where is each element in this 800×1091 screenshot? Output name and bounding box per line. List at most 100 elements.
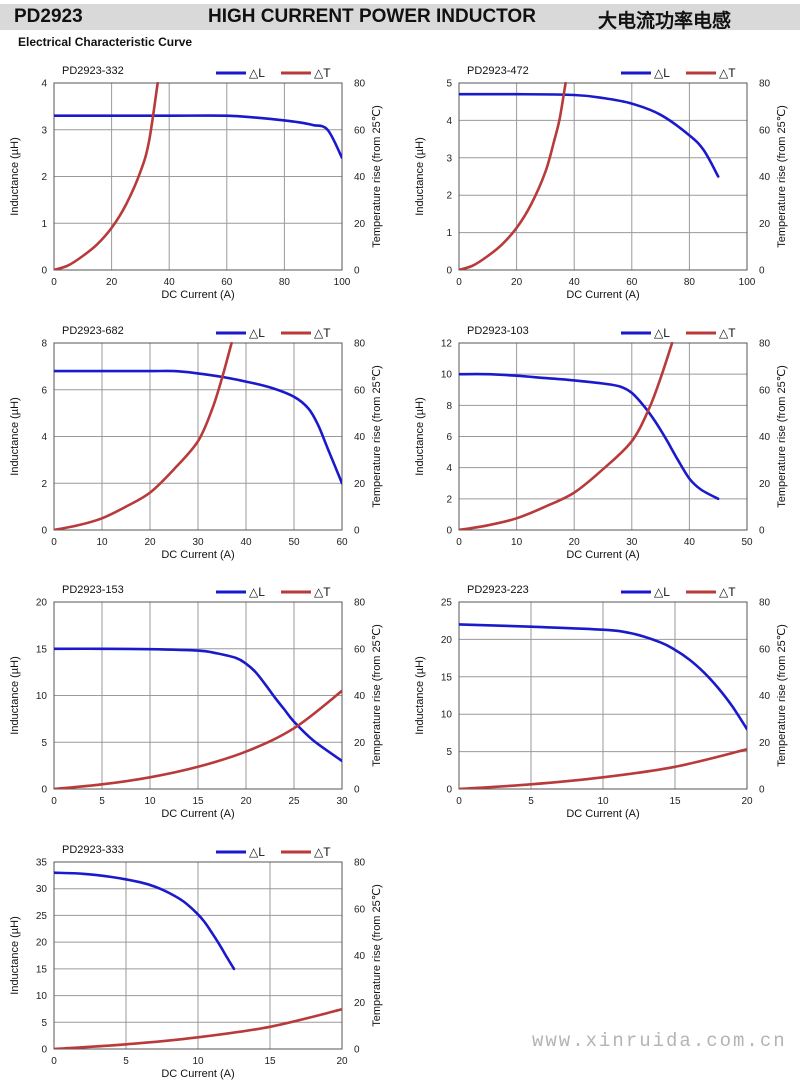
chart-pd2923-333: 0 5 10 15 20 0 5 10 15 20 25 30 35 0 20 40 60 80 DC Curren…	[9, 844, 383, 1080]
x-tick-label: 10	[511, 537, 523, 548]
y2-tick-label: 80	[354, 339, 366, 350]
legend-label: △T	[314, 66, 331, 80]
y2-tick-label: 0	[354, 1045, 360, 1056]
legend: △L △T	[216, 326, 331, 340]
part-number: PD2923	[14, 6, 83, 27]
series-line-temperature	[54, 1008, 342, 1049]
section-subtitle: Electrical Characteristic Curve	[18, 35, 193, 49]
x-axis-label: DC Current (A)	[566, 289, 639, 301]
y2-axis-label: Temperature rise (from 25℃)	[776, 105, 788, 248]
header-bar: PD2923 HIGH CURRENT POWER INDUCTOR 大电流功率…	[0, 4, 800, 32]
y2-tick-label: 60	[759, 385, 771, 396]
y-tick-label: 0	[41, 785, 47, 796]
y2-tick-label: 20	[354, 219, 366, 230]
y-axis-label: Inductance (µH)	[414, 656, 426, 734]
y-tick-label: 12	[441, 339, 453, 350]
y-tick-label: 15	[441, 672, 453, 683]
chart-title: PD2923-153	[62, 584, 124, 596]
x-tick-label: 15	[264, 1056, 276, 1067]
legend-label: △L	[249, 845, 265, 859]
y-tick-label: 1	[41, 219, 47, 230]
plot-frame	[53, 601, 343, 790]
y2-tick-label: 60	[759, 125, 771, 136]
x-tick-label: 0	[51, 1056, 57, 1067]
y-tick-label: 10	[441, 710, 453, 721]
y-tick-label: 25	[36, 911, 48, 922]
y-tick-label: 15	[36, 644, 48, 655]
legend-label: △L	[654, 585, 670, 599]
x-tick-label: 15	[192, 796, 204, 807]
x-tick-label: 0	[51, 537, 57, 548]
x-tick-label: 5	[99, 796, 105, 807]
series-line-inductance	[54, 871, 236, 971]
y2-tick-label: 0	[354, 785, 360, 796]
y2-tick-label: 40	[759, 172, 771, 183]
x-tick-label: 0	[456, 537, 462, 548]
legend-label: △T	[314, 326, 331, 340]
y2-tick-label: 80	[354, 598, 366, 609]
y2-tick-label: 40	[354, 951, 366, 962]
y-tick-label: 1	[446, 228, 452, 239]
chart-title: PD2923-333	[62, 844, 124, 856]
legend-label: △L	[654, 66, 670, 80]
series-line-inductance	[54, 369, 342, 485]
x-axis-label: DC Current (A)	[161, 289, 234, 301]
legend-label: △T	[719, 326, 736, 340]
y-tick-label: 0	[41, 526, 47, 537]
x-tick-label: 60	[336, 537, 348, 548]
x-tick-label: 40	[164, 277, 176, 288]
plot-frame	[53, 342, 343, 531]
y-tick-label: 30	[36, 884, 48, 895]
y2-tick-label: 60	[354, 125, 366, 136]
x-tick-label: 15	[669, 796, 681, 807]
chart-title: PD2923-332	[62, 65, 124, 77]
chart-title: PD2923-223	[467, 584, 529, 596]
x-tick-label: 30	[626, 537, 638, 548]
y-tick-label: 25	[441, 598, 453, 609]
y-axis-label: Inductance (µH)	[414, 137, 426, 215]
y-tick-label: 10	[441, 370, 453, 381]
legend-label: △T	[314, 845, 331, 859]
y-tick-label: 2	[41, 479, 47, 490]
y-tick-label: 20	[36, 598, 48, 609]
y2-tick-label: 60	[759, 644, 771, 655]
series-line-temperature	[54, 342, 233, 530]
y2-tick-label: 0	[759, 785, 765, 796]
y2-tick-label: 60	[354, 904, 366, 915]
x-tick-label: 60	[626, 277, 638, 288]
plot-frame	[458, 342, 748, 531]
y-axis-label: Inductance (µH)	[9, 916, 21, 994]
x-tick-label: 20	[144, 537, 156, 548]
y-tick-label: 10	[36, 991, 48, 1002]
series-line-temperature	[54, 82, 159, 270]
y2-tick-label: 80	[759, 339, 771, 350]
x-tick-label: 20	[240, 796, 252, 807]
y2-axis-label: Temperature rise (from 25℃)	[371, 624, 383, 767]
x-tick-label: 20	[569, 537, 581, 548]
series-line-inductance	[459, 623, 747, 731]
y2-tick-label: 20	[354, 738, 366, 749]
gridlines	[53, 601, 343, 790]
y-tick-label: 10	[36, 691, 48, 702]
y2-tick-label: 40	[759, 432, 771, 443]
x-tick-label: 10	[597, 796, 609, 807]
x-tick-label: 40	[569, 277, 581, 288]
y-tick-label: 20	[36, 938, 48, 949]
plot-frame	[458, 82, 748, 271]
product-title-cn: 大电流功率电感	[598, 10, 732, 32]
y2-axis-label: Temperature rise (from 25℃)	[776, 624, 788, 767]
chart-pd2923-103: 0 10 20 30 40 50 0 2 4 6 8 10 12 0 20 40 60 80 DC Current …	[414, 325, 788, 561]
plot-frame	[53, 861, 343, 1050]
x-tick-label: 80	[684, 277, 696, 288]
series-line-temperature	[459, 748, 747, 789]
x-axis-label: DC Current (A)	[161, 1068, 234, 1080]
y2-tick-label: 40	[354, 172, 366, 183]
y-tick-label: 2	[446, 191, 452, 202]
x-tick-label: 40	[240, 537, 252, 548]
series-line-temperature	[459, 342, 674, 530]
y-tick-label: 6	[41, 385, 47, 396]
legend: △L △T	[216, 585, 331, 599]
y-tick-label: 8	[446, 401, 452, 412]
